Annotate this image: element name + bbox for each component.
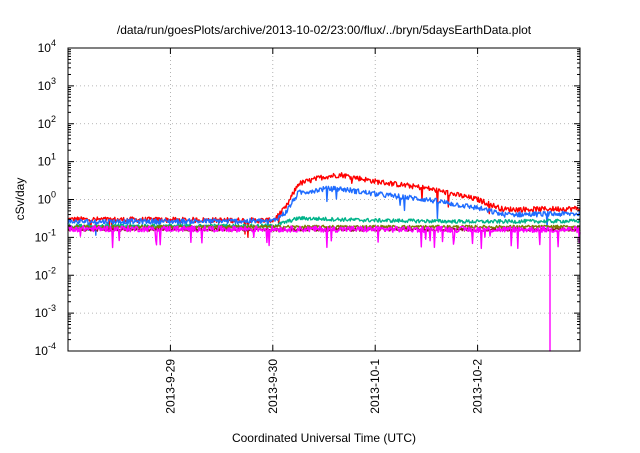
x-tick-label: 2013-9-29 [163, 359, 177, 414]
y-tick-label: 100 [38, 190, 56, 207]
y-tick-exponent: 3 [51, 76, 56, 86]
x-axis-label: Coordinated Universal Time (UTC) [232, 431, 416, 445]
y-tick-exponent: -2 [48, 265, 56, 275]
y-tick-label: 10-1 [35, 227, 56, 244]
series-line-2 [67, 185, 581, 236]
y-tick-exponent: -1 [48, 227, 56, 237]
x-tick-label: 2013-10-1 [368, 359, 382, 414]
y-tick-exponent: 2 [51, 114, 56, 124]
grid [68, 48, 580, 351]
series-line-1 [67, 172, 581, 238]
y-tick-label: 103 [38, 76, 56, 93]
y-tick-exponent: 1 [51, 152, 56, 162]
y-tick-label: 102 [38, 114, 56, 131]
y-tick-exponent: -3 [48, 303, 56, 313]
chart-title: /data/run/goesPlots/archive/2013-10-02/2… [117, 23, 532, 37]
x-tick-label: 2013-10-2 [471, 359, 485, 414]
y-tick-label: 101 [38, 152, 56, 169]
y-tick-label: 10-4 [35, 341, 56, 358]
y-axis-label: cSv/day [13, 178, 27, 221]
y-tick-exponent: 4 [51, 38, 56, 48]
y-tick-exponent: -4 [48, 341, 56, 351]
plot-frame [67, 47, 581, 352]
y-tick-label: 10-3 [35, 303, 56, 320]
y-tick-label: 10-2 [35, 265, 56, 282]
x-tick-label: 2013-9-30 [266, 359, 280, 414]
series-line-6 [67, 225, 581, 352]
y-tick-label: 104 [38, 38, 56, 55]
y-tick-exponent: 0 [51, 190, 56, 200]
series-group [67, 172, 581, 352]
